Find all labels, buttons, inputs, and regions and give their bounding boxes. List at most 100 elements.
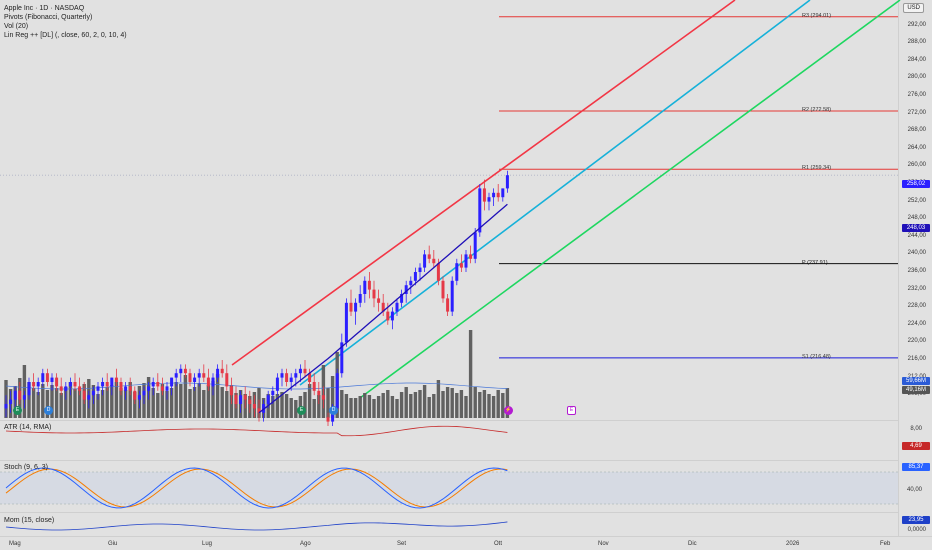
indicator-linreg[interactable]: Lin Reg ++ [DL] (, close, 60, 2, 0, 10, …: [4, 32, 127, 39]
pivot-label: R2 (272.58): [802, 107, 832, 114]
candle-body: [179, 368, 183, 374]
time-tick: Ott: [494, 541, 503, 547]
pivot-label: R3 (294.01): [802, 12, 832, 19]
dividend-icon[interactable]: D: [44, 406, 53, 415]
candle-body: [22, 395, 26, 400]
flash-icon[interactable]: ⚡: [504, 406, 513, 415]
candle-body: [174, 373, 178, 378]
indicator-pivots[interactable]: Pivots (Fibonacci, Quarterly): [4, 14, 93, 21]
time-tick: Mag: [9, 541, 21, 547]
volume-bar: [50, 385, 54, 418]
candle-body: [423, 254, 427, 268]
regression-upper: [231, 0, 736, 366]
atr-label[interactable]: ATR (14, RMA): [4, 424, 52, 431]
candle-body: [64, 386, 68, 391]
volume-bar: [367, 395, 372, 418]
volume-tag-1: 59,66M: [902, 377, 930, 385]
candle-body: [45, 373, 49, 382]
volume-bar: [133, 392, 137, 418]
volume-bar: [160, 384, 165, 418]
candle-body: [202, 373, 206, 378]
candle-body: [450, 280, 454, 312]
volume-bar: [468, 330, 473, 418]
candle-body: [110, 377, 114, 387]
volume-bar: [206, 385, 211, 418]
atr-axis-tick: 8,00: [910, 426, 922, 432]
mom-axis-tick: 0,0000: [907, 527, 926, 533]
volume-bar: [478, 392, 482, 418]
stoch-label[interactable]: Stoch (9, 6, 3): [4, 464, 48, 471]
candle-body: [119, 382, 123, 391]
volume-bar: [31, 388, 36, 418]
candle-body: [101, 382, 105, 387]
volume-bar: [326, 388, 330, 418]
upcoming-earnings-icon[interactable]: E: [567, 406, 576, 415]
volume-bar: [165, 391, 169, 418]
volume-bar: [455, 393, 459, 418]
candle-body: [308, 373, 312, 382]
candle-body: [137, 395, 141, 400]
candle-body: [4, 404, 8, 409]
candle-body: [151, 382, 155, 387]
price-tick: 288,00: [907, 39, 926, 46]
candle-body: [469, 254, 473, 259]
candle-body: [492, 192, 496, 198]
volume-bar: [427, 397, 431, 418]
candle-body: [409, 280, 413, 286]
symbol-title[interactable]: Apple Inc · 1D · NASDAQ: [4, 5, 85, 12]
current-price-tag: 258,02: [902, 180, 930, 188]
volume-bar: [441, 391, 445, 418]
volume-bar: [294, 400, 298, 418]
candle-body: [266, 395, 270, 404]
price-tick: 244,00: [907, 232, 926, 239]
price-tick: 268,00: [907, 127, 926, 134]
candle-body: [441, 280, 445, 299]
time-tick: Giu: [108, 541, 118, 547]
candle-body: [427, 254, 431, 259]
candle-body: [505, 175, 509, 189]
volume-bar: [404, 387, 408, 418]
volume-bar: [211, 381, 215, 418]
candle-body: [32, 382, 36, 387]
volume-bar: [27, 382, 31, 418]
candle-body: [413, 272, 417, 281]
volume-bar: [436, 380, 441, 418]
price-tick: 220,00: [907, 338, 926, 345]
earnings-icon[interactable]: E: [13, 406, 22, 415]
dividend-icon[interactable]: D: [329, 406, 338, 415]
candle-body: [464, 254, 468, 268]
earnings-icon[interactable]: E: [297, 406, 306, 415]
volume-bar: [151, 388, 155, 418]
candle-body: [404, 285, 408, 294]
candle-body: [248, 399, 252, 404]
linreg-curve: [258, 203, 508, 414]
candle-body: [193, 377, 197, 382]
mom-label[interactable]: Mom (15, close): [4, 517, 55, 524]
candle-body: [298, 368, 302, 374]
volume-bar: [45, 390, 50, 418]
volume-bar: [501, 393, 505, 418]
candle-body: [18, 390, 22, 400]
candle-body: [96, 386, 100, 391]
indicator-volume[interactable]: Vol (20): [4, 23, 29, 30]
candle-body: [105, 382, 109, 387]
price-tick: 216,00: [907, 356, 926, 362]
currency-button[interactable]: USD: [903, 3, 924, 13]
candle-body: [225, 373, 229, 387]
price-tick: 228,00: [907, 303, 926, 310]
candle-body: [147, 386, 151, 391]
volume-bar: [399, 392, 404, 418]
candle-body: [418, 267, 422, 272]
candle-body: [303, 368, 307, 374]
candle-body: [501, 188, 505, 198]
candle-body: [160, 386, 164, 391]
candle-body: [41, 373, 45, 382]
candle-body: [395, 302, 399, 312]
candle-body: [252, 404, 256, 409]
candle-body: [156, 382, 160, 387]
volume-bar: [409, 394, 413, 418]
volume-bar: [289, 398, 293, 418]
volume-bar: [473, 387, 477, 418]
candle-body: [367, 280, 371, 290]
